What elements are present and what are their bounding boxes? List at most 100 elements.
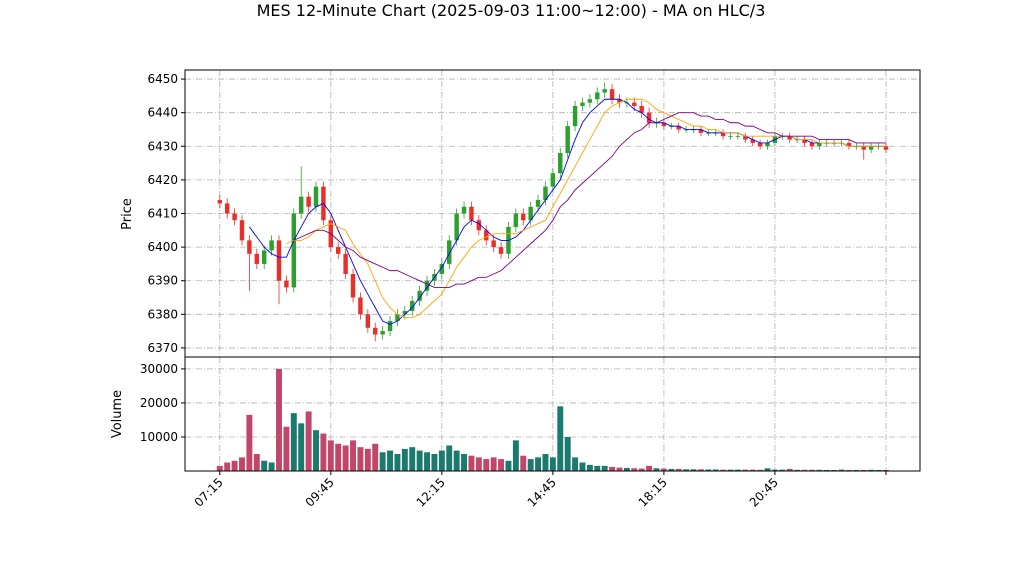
volume-bar [868,469,875,471]
volume-bar [860,469,867,471]
candle-body [676,126,681,130]
volume-bar [438,450,445,471]
volume-bar [424,452,430,471]
volume-bar [697,469,704,471]
volume-bar [690,469,697,471]
volume-bar [461,453,468,471]
candle-body [306,196,311,207]
volume-bar [771,469,778,471]
candle-body [602,89,607,93]
y-tick-label: 6380 [147,307,178,321]
candle-body [476,220,482,231]
candle-body [661,122,667,127]
candle-body [491,240,496,248]
volume-bar [357,447,364,471]
volume-bar [246,414,253,471]
volume-bar [794,469,801,471]
volume-bar [757,469,764,471]
candle-body [809,142,815,147]
candle-body [269,240,274,251]
candle-body [447,240,452,264]
candle-body [558,153,563,174]
candle-body [639,105,644,113]
volume-bar [224,462,231,471]
y-tick-label: 10000 [140,430,178,444]
candle-body [817,142,822,147]
volume-bar [231,460,238,471]
volume-bar [364,448,371,471]
volume-bar [779,469,786,471]
candle-body [565,126,570,154]
candle-body [224,203,230,214]
volume-bar [535,457,542,471]
volume-bar [816,469,823,471]
volume-bar [734,469,741,471]
candle-body [276,240,282,281]
volume-bar [387,450,393,471]
volume-bar [327,440,334,471]
volume-bar [660,468,667,471]
volume-bar [875,469,882,471]
volume-bar [401,448,408,471]
y-axis-label: Price [120,198,135,230]
candle-body [365,314,371,328]
candle-body [543,186,548,201]
candle-body [513,213,519,227]
volume-bar [601,465,608,471]
candle-body [358,297,363,315]
volume-bar [808,469,815,471]
candle-body [424,280,430,291]
volume-bar [520,455,527,471]
candle-body [757,142,763,147]
candle-body [587,99,593,103]
candle-body [454,213,459,241]
volume-bar [335,443,342,471]
volume-bar [749,469,756,471]
volume-bar [453,450,460,471]
candle-body [410,300,415,311]
candle-body [373,327,378,335]
candle-body [498,247,504,254]
y-tick-label: 6450 [147,72,178,86]
volume-bar [483,459,490,471]
candle-body [284,280,289,288]
candle-body [735,136,741,138]
candle-body [595,92,600,100]
volume-bar [342,445,349,471]
candle-body [572,105,578,127]
y-tick-label: 6420 [147,173,178,187]
candle-body [335,247,341,254]
volume-bar [564,436,571,471]
volume-bar [320,433,327,471]
volume-bar [838,469,845,471]
volume-bar [683,469,690,471]
candle-body [291,213,297,288]
volume-bar [631,468,638,471]
candle-body [313,186,319,207]
candle-body [469,206,474,221]
volume-bar [446,445,453,471]
candle-body [217,200,223,204]
y-tick-label: 6370 [147,341,178,355]
volume-bar [379,452,386,471]
candle-body [750,139,755,143]
candle-body [402,310,408,315]
volume-bar [742,469,749,471]
candle-body [521,213,526,221]
volume-bar [372,443,379,471]
candle-body [609,89,615,100]
candle-body [239,220,245,241]
candle-body [802,139,807,143]
volume-bar [572,457,579,471]
volume-bar [675,468,682,471]
candle-body [343,253,348,274]
candle-body [728,136,733,138]
candle-body [861,146,866,150]
candle-body [528,206,533,221]
volume-bar [290,413,297,471]
volume-bar [498,459,505,471]
volume-bar [527,459,534,471]
candle-body [298,196,304,214]
